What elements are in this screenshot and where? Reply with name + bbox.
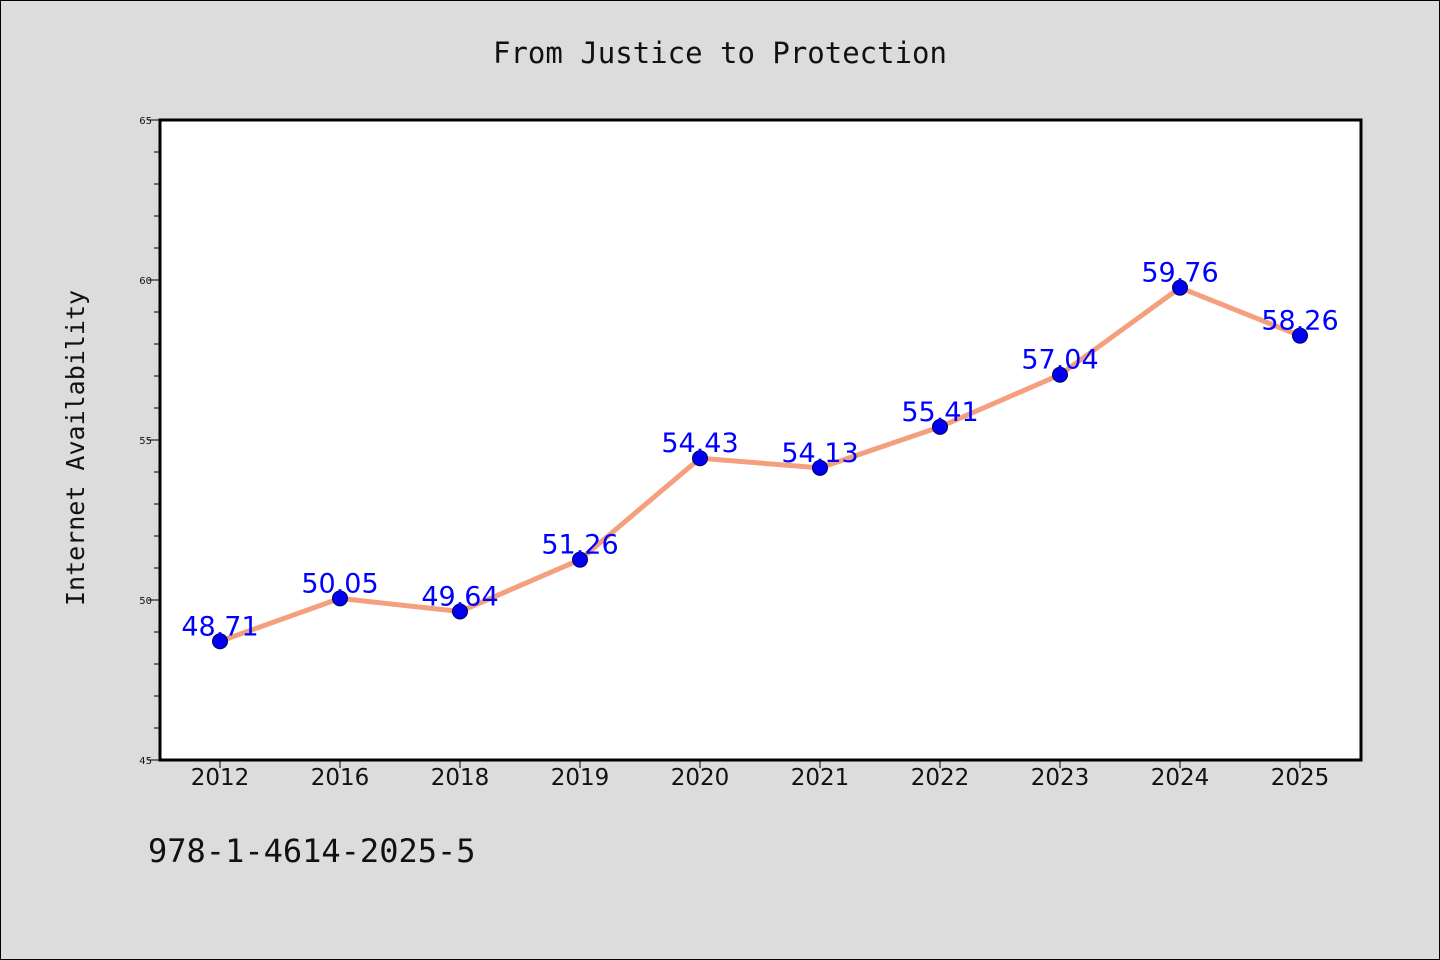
x-tick-label: 2018 bbox=[431, 765, 490, 791]
y-tick-label: 60 bbox=[139, 276, 152, 287]
data-point bbox=[572, 551, 588, 568]
x-axis-ticks: 2012 2016 2018 2019 2020 2021 2022 2023 2024 2025 bbox=[191, 760, 1330, 791]
data-point bbox=[212, 633, 228, 650]
x-tick-label: 2021 bbox=[791, 765, 850, 791]
data-point bbox=[332, 590, 348, 607]
data-point bbox=[1292, 327, 1308, 344]
data-point bbox=[932, 418, 948, 435]
data-label: 54.43 bbox=[661, 428, 738, 459]
y-tick-label: 45 bbox=[139, 756, 152, 767]
data-label: 51.26 bbox=[541, 530, 618, 561]
x-tick-label: 2024 bbox=[1151, 765, 1210, 791]
data-label: 48.71 bbox=[181, 611, 258, 642]
plot-border bbox=[158, 118, 1363, 762]
x-tick-label: 2025 bbox=[1271, 765, 1330, 791]
y-tick-label: 55 bbox=[139, 436, 152, 447]
series-line bbox=[219, 285, 1301, 644]
data-point bbox=[1172, 279, 1188, 296]
data-point bbox=[692, 450, 708, 467]
x-tick-label: 2012 bbox=[191, 765, 250, 791]
data-labels: 48.71 50.05 49.64 51.26 54.43 54.13 55.41 57.04… bbox=[181, 258, 1338, 643]
x-tick-label: 2020 bbox=[671, 765, 730, 791]
plot-area bbox=[160, 120, 1361, 760]
data-label: 54.13 bbox=[781, 438, 858, 469]
footer-id-text: 978-1-4614-2025-5 bbox=[148, 832, 476, 870]
series-line-path bbox=[219, 285, 1301, 644]
data-label: 50.05 bbox=[301, 568, 378, 599]
chart-title: From Justice to Protection bbox=[493, 36, 947, 70]
data-point bbox=[812, 459, 828, 476]
data-point bbox=[1052, 366, 1068, 383]
y-tick-label: 50 bbox=[139, 596, 152, 607]
y-axis-label: Internet Availability bbox=[61, 290, 90, 606]
data-label: 49.64 bbox=[421, 582, 498, 613]
data-label: 58.26 bbox=[1261, 306, 1338, 337]
x-tick-label: 2022 bbox=[911, 765, 970, 791]
x-tick-label: 2016 bbox=[311, 765, 370, 791]
y-axis-ticks: 45 50 55 60 65 bbox=[139, 116, 160, 767]
data-label: 57.04 bbox=[1021, 345, 1098, 376]
data-point bbox=[452, 603, 468, 620]
data-label: 59.76 bbox=[1141, 258, 1218, 289]
x-tick-label: 2023 bbox=[1031, 765, 1090, 791]
series-markers bbox=[212, 279, 1308, 650]
data-label: 55.41 bbox=[901, 397, 978, 428]
y-tick-label: 65 bbox=[139, 116, 152, 127]
x-tick-label: 2019 bbox=[551, 765, 610, 791]
